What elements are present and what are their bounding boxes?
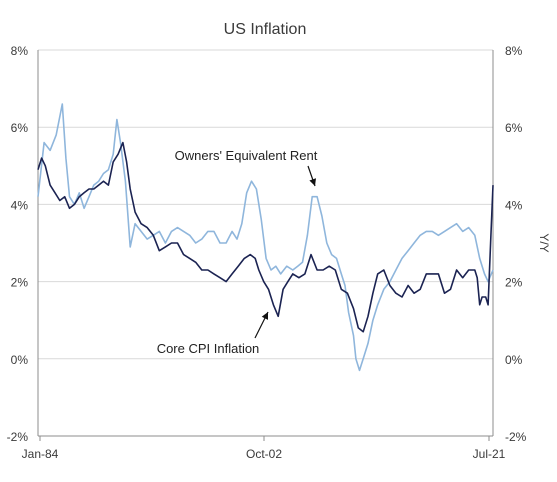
x-tick-label: Jul-21 [473,447,506,461]
series-line-oer [38,104,493,370]
annotation-arrowhead [309,178,316,186]
annotation-label: Owners' Equivalent Rent [175,148,318,163]
x-tick-label: Jan-84 [22,447,59,461]
annotation-label: Core CPI Inflation [157,341,260,356]
y-tick-label-right: 6% [505,121,523,135]
x-tick-label: Oct-02 [246,447,282,461]
y-tick-label-left: 0% [11,353,29,367]
y-axis-label-right: Y/Y [537,233,551,252]
y-tick-label-left: 6% [11,121,29,135]
y-tick-label-left: 2% [11,276,29,290]
y-tick-label-right: 8% [505,44,523,58]
y-tick-label-left: 4% [11,198,29,212]
y-tick-label-left: -2% [7,430,29,444]
annotations: Owners' Equivalent Rent Core CPI Inflatio… [157,148,318,356]
series-lines [38,104,493,370]
y-tick-label-right: -2% [505,430,527,444]
y-tick-label-right: 0% [505,353,523,367]
y-tick-label-right: 4% [505,198,523,212]
grid-lines [38,50,493,436]
y-tick-label-left: 8% [11,44,29,58]
chart-title: US Inflation [224,21,307,38]
y-tick-label-right: 2% [505,276,523,290]
axes: -2% -2% 0% 0% 2% 2% 4% 4% 6% 6% 8% 8% Jan-84 Oct-02 Ju… [7,44,551,461]
